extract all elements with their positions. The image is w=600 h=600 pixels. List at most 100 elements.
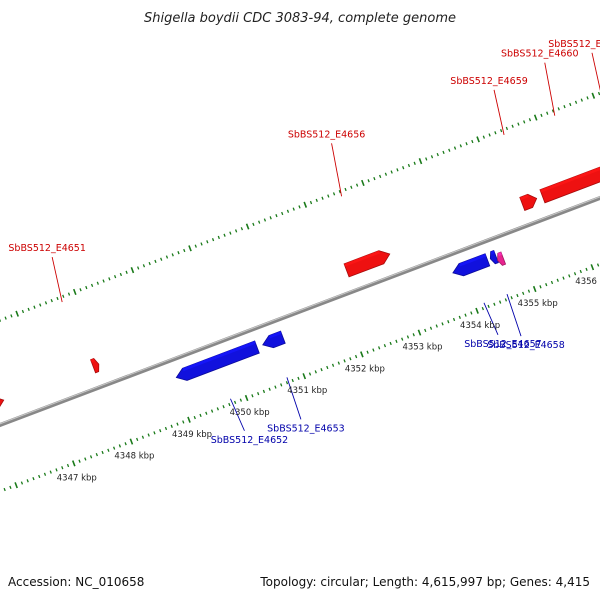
- reverse-tick: [372, 348, 375, 352]
- reverse-tick: [302, 373, 307, 380]
- reverse-tick: [101, 450, 104, 455]
- forward-tick: [402, 166, 405, 170]
- forward-tick: [407, 163, 411, 168]
- forward-tick: [44, 301, 48, 305]
- reverse-tick: [337, 361, 340, 365]
- reverse-tick: [539, 285, 542, 289]
- reverse-tick: [458, 315, 461, 319]
- reverse-tick: [89, 455, 93, 459]
- forward-tick: [286, 209, 290, 213]
- forward-tick: [574, 100, 578, 104]
- backbone-line: [0, 195, 600, 428]
- forward-tick: [418, 158, 423, 165]
- reverse-tick: [49, 470, 52, 474]
- reverse-tick: [573, 272, 577, 276]
- reverse-tick: [233, 400, 237, 404]
- reverse-tick: [251, 394, 254, 398]
- reverse-tick: [504, 298, 508, 302]
- reverse-tick: [14, 482, 18, 489]
- reverse-tick: [366, 350, 369, 354]
- scale-label: 4349 kbp: [172, 430, 212, 440]
- reverse-tick: [401, 337, 404, 341]
- forward-tick: [39, 303, 42, 307]
- forward-tick: [79, 288, 82, 292]
- reverse-tick: [159, 429, 162, 433]
- forward-tick: [67, 292, 71, 296]
- reverse-tick: [107, 448, 110, 452]
- reverse-tick: [441, 322, 444, 326]
- reverse-tick: [481, 306, 484, 311]
- reverse-tick: [210, 409, 214, 413]
- forward-tick: [252, 222, 255, 226]
- reverse-tick: [147, 433, 150, 437]
- reverse-tick: [239, 398, 243, 402]
- reverse-tick: [590, 264, 595, 271]
- label-leaders: [51, 52, 600, 431]
- forward-tick: [142, 264, 146, 268]
- forward-tick: [281, 211, 284, 216]
- scale-ticks: [0, 91, 600, 493]
- forward-tick: [586, 96, 589, 100]
- reverse-tick: [199, 413, 202, 418]
- forward-tick: [494, 131, 497, 135]
- reverse-tick: [95, 453, 98, 457]
- forward-tick: [15, 310, 19, 317]
- forward-tick: [303, 201, 308, 208]
- forward-tick: [211, 237, 215, 242]
- reverse-tick: [38, 474, 41, 479]
- reverse-tick: [26, 479, 29, 483]
- reverse-tick: [596, 263, 600, 267]
- forward-tick: [125, 270, 128, 274]
- forward-tick: [154, 259, 157, 264]
- forward-tick: [517, 122, 520, 126]
- forward-tick: [177, 251, 180, 255]
- reverse-tick: [527, 289, 531, 293]
- reverse-tick: [285, 381, 289, 385]
- reverse-tick: [470, 311, 473, 315]
- scale-label: 4353 kbp: [402, 343, 442, 353]
- forward-tick: [476, 136, 480, 143]
- forward-tick: [413, 161, 416, 165]
- reverse-tick: [320, 368, 323, 372]
- reverse-tick: [291, 378, 294, 383]
- reverse-tick: [124, 442, 127, 446]
- gene-arrow-shine: [182, 340, 256, 372]
- forward-tick: [471, 139, 474, 144]
- forward-tick: [528, 118, 532, 122]
- scale-label: 4355 kbp: [518, 299, 558, 309]
- gene-arrow-shine: [490, 250, 495, 255]
- reverse-tick: [545, 282, 548, 287]
- reverse-tick: [499, 300, 502, 304]
- reverse-label-line: [483, 302, 499, 336]
- reverse-tick: [360, 351, 364, 358]
- gene-arrow-shine: [497, 252, 503, 257]
- forward-tick: [10, 314, 13, 318]
- forward-tick: [229, 231, 232, 235]
- reverse-tick: [378, 346, 381, 350]
- forward-label-line: [331, 143, 343, 197]
- reverse-tick: [550, 280, 554, 285]
- reverse-tick: [493, 302, 496, 306]
- reverse-tick: [61, 466, 64, 470]
- reverse-gene-label: SbBS512_E4657: [464, 339, 542, 350]
- scale-label: 4351 kbp: [287, 386, 327, 396]
- reverse-tick: [118, 444, 122, 448]
- reverse-tick: [579, 269, 582, 274]
- reverse-tick: [435, 324, 438, 328]
- forward-tick: [62, 294, 65, 298]
- reverse-tick: [308, 372, 312, 376]
- map-title: Shigella boydii CDC 3083-94, complete ge…: [144, 11, 456, 26]
- forward-tick: [200, 242, 203, 246]
- reverse-tick: [475, 307, 479, 314]
- forward-tick: [315, 198, 318, 203]
- reverse-tick: [71, 460, 76, 467]
- reverse-tick: [262, 389, 266, 394]
- reverse-tick: [510, 296, 513, 300]
- reverse-tick: [274, 385, 277, 389]
- reverse-tick: [3, 487, 6, 492]
- forward-tick: [96, 281, 99, 285]
- reverse-tick: [216, 407, 219, 411]
- reverse-label-line: [230, 398, 245, 431]
- forward-tick: [269, 216, 272, 220]
- scale-label: 4350 kbp: [230, 408, 270, 418]
